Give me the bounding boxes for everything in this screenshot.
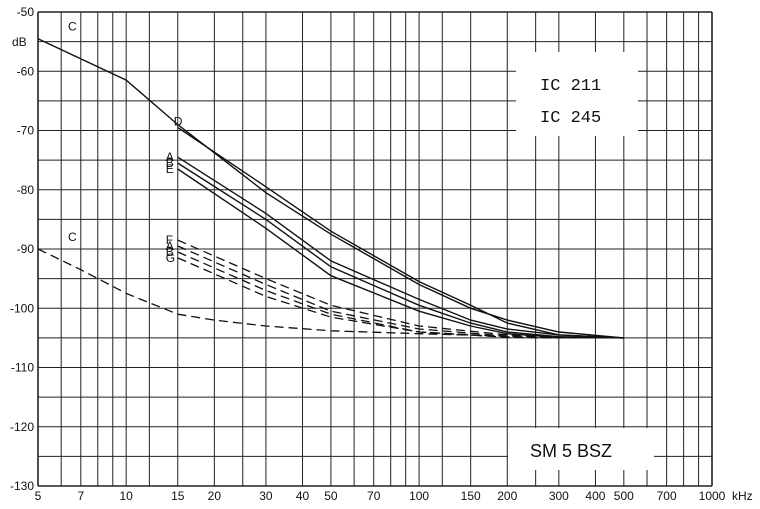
y-tick-label: -110 [11, 361, 34, 375]
x-tick-label: 30 [259, 489, 273, 503]
y-tick-label: -50 [17, 5, 35, 19]
x-tick-label: 40 [296, 489, 310, 503]
y-tick-label: -100 [10, 301, 34, 315]
callsign-label: SM 5 BSZ [530, 441, 612, 461]
series-label-a: A [166, 239, 174, 253]
callsign-box: SM 5 BSZ [508, 428, 654, 470]
series-label-e: E [166, 162, 174, 176]
y-tick-label: -60 [17, 64, 35, 78]
grid [37, 11, 713, 487]
y-tick-label: -70 [17, 124, 35, 138]
ic-model-box: IC 211 IC 245 [516, 52, 638, 136]
series-label-d: D [174, 115, 183, 129]
series-line-b [177, 162, 624, 339]
x-tick-label: 100 [409, 489, 429, 503]
tick-labels: 5 7 10 15 20 30 40 50 70 100 150 200 300 400 500 700 100… [10, 5, 726, 503]
series-line-g-dashed [177, 257, 624, 339]
series-line-c [37, 38, 624, 339]
x-tick-label: 300 [549, 489, 569, 503]
series-label-g: G [166, 251, 175, 265]
series-line-c-dashed [37, 248, 624, 339]
y-axis-unit-label: dB [12, 35, 27, 49]
series-line-b-dashed [177, 251, 624, 339]
x-tick-label: 150 [461, 489, 481, 503]
y-tick-label: -130 [10, 479, 34, 493]
x-axis-unit-label: kHz [732, 489, 753, 503]
ic-model-label-2: IC 245 [540, 109, 601, 128]
x-tick-label: 1000 [699, 489, 726, 503]
series-line-f-dashed [177, 239, 624, 339]
series-line-a [177, 156, 624, 339]
series-label-c: C [68, 230, 77, 244]
y-tick-label: -80 [17, 183, 35, 197]
y-tick-label: -120 [10, 420, 34, 434]
y-tick-label: -90 [17, 242, 35, 256]
x-tick-label: 5 [35, 489, 42, 503]
callsign-box-frame [508, 428, 654, 470]
series-line-d [177, 126, 624, 339]
x-tick-label: 70 [367, 489, 381, 503]
x-tick-label: 15 [171, 489, 185, 503]
x-tick-label: 200 [497, 489, 517, 503]
x-tick-label: 20 [208, 489, 222, 503]
series-label-f: F [166, 233, 173, 247]
x-tick-label: 10 [119, 489, 133, 503]
x-tick-label: 400 [585, 489, 605, 503]
x-tick-label: 50 [324, 489, 338, 503]
series-line-e [177, 168, 624, 339]
x-tick-label: 500 [614, 489, 634, 503]
series-label-a: A [166, 150, 174, 164]
x-tick-label: 7 [77, 489, 84, 503]
x-tick-label: 700 [657, 489, 677, 503]
series-label-b: B [166, 156, 174, 170]
series-label-c: C [68, 20, 77, 34]
series-label-b: B [166, 245, 174, 259]
ic-model-label-1: IC 211 [540, 77, 601, 96]
ic-model-box-frame [516, 52, 638, 136]
